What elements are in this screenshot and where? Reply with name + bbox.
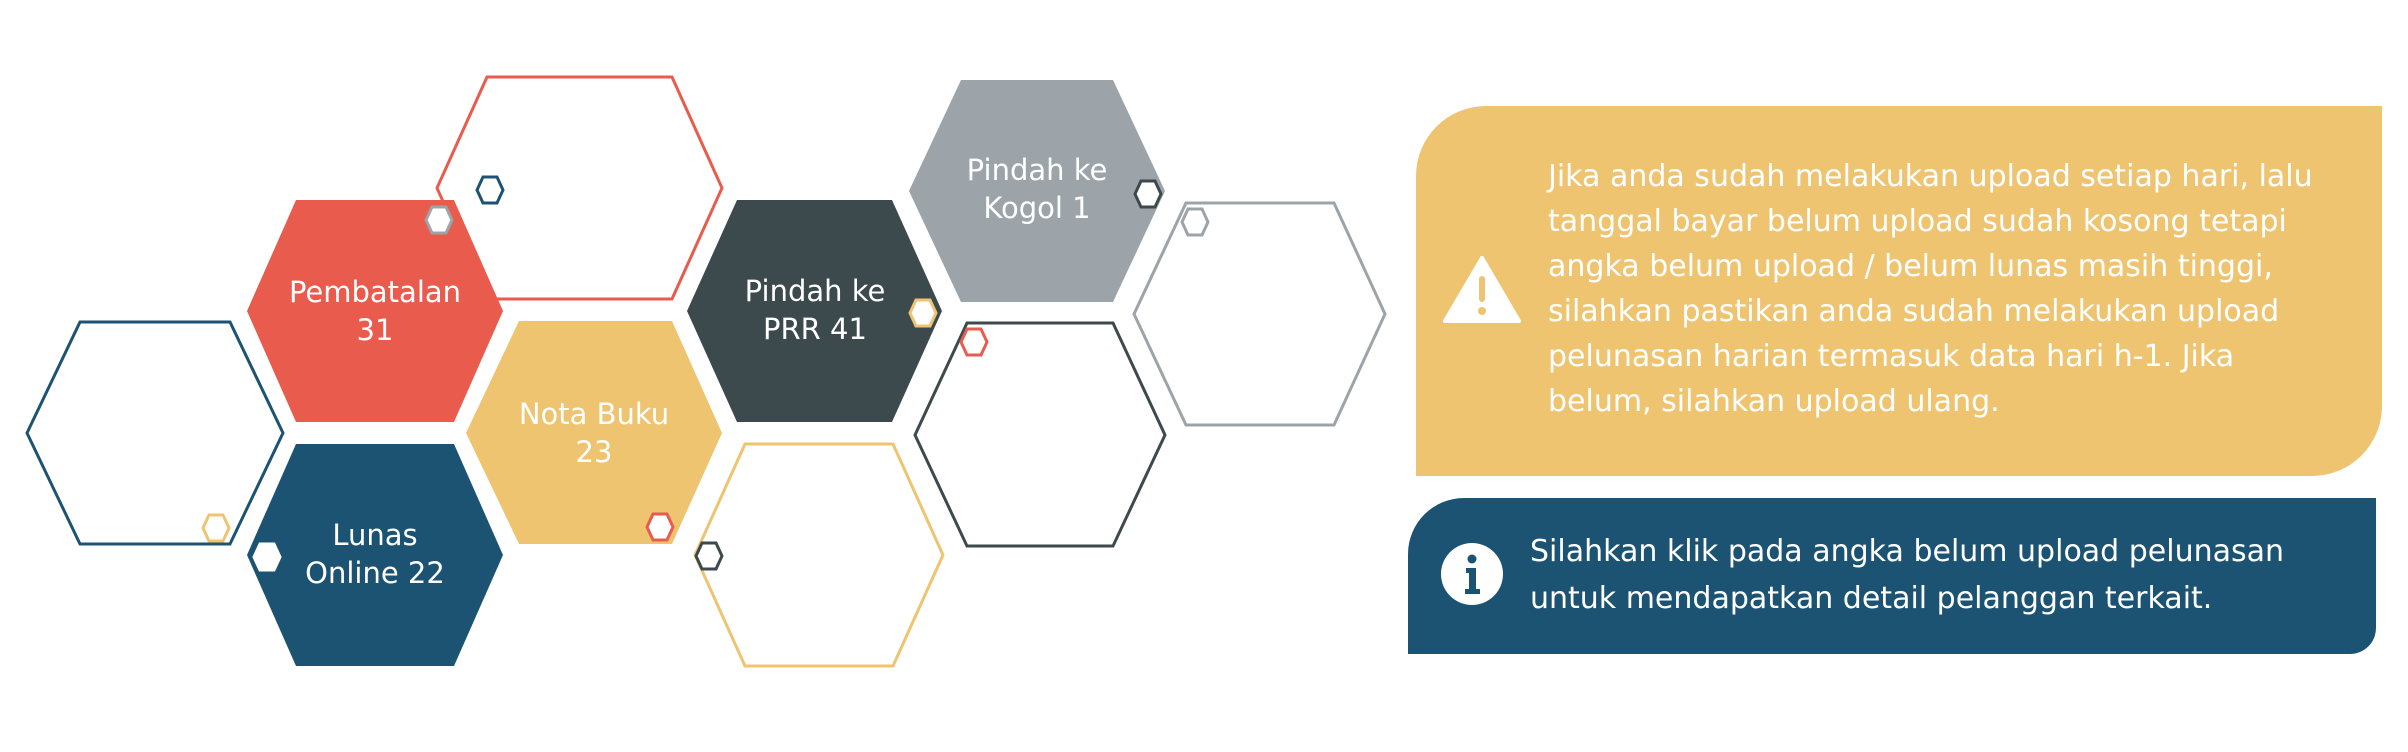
- warning-text: Jika anda sudah melakukan upload setiap …: [1548, 154, 2368, 424]
- label-pembatalan-line2[interactable]: 31: [356, 313, 394, 347]
- warning-line: pelunasan harian termasuk data hari h-1.…: [1548, 339, 2235, 374]
- small-hexagon: [1133, 179, 1163, 209]
- hexagon-map: [25, 75, 1387, 668]
- info-text: Silahkan klik pada angka belum upload pe…: [1530, 528, 2350, 622]
- label-pindah-kogol[interactable]: Pindah ke Kogol 1: [937, 151, 1137, 227]
- small-hexagon: [201, 513, 231, 543]
- info-line: untuk mendapatkan detail pelanggan terka…: [1530, 581, 2213, 616]
- outline-hexagon-bottom: [693, 442, 945, 668]
- label-lunas-online-line1: Lunas: [332, 518, 418, 552]
- label-lunas-online[interactable]: Lunas Online 22: [275, 516, 475, 592]
- label-lunas-online-line2[interactable]: Online 22: [305, 556, 445, 590]
- label-pembatalan-line1: Pembatalan: [288, 275, 462, 309]
- warning-line: tanggal bayar belum upload sudah kosong …: [1548, 204, 2287, 239]
- hex-pindah-prr[interactable]: [687, 200, 942, 422]
- outline-hexagon-left: [25, 320, 285, 546]
- small-hexagon: [475, 175, 505, 205]
- small-hexagon: [645, 512, 675, 542]
- info-line: Silahkan klik pada angka belum upload pe…: [1530, 534, 2285, 569]
- outline-hexagon-center-right: [913, 321, 1167, 548]
- warning-line: angka belum upload / belum lunas masih t…: [1548, 249, 2273, 284]
- hex-pembatalan[interactable]: [247, 200, 503, 422]
- label-nota-buku[interactable]: Nota Buku 23: [494, 395, 694, 471]
- info-icon: [1441, 543, 1503, 605]
- warning-triangle-icon: [1443, 256, 1521, 323]
- small-hexagon: [959, 327, 989, 357]
- label-pembatalan[interactable]: Pembatalan 31: [275, 273, 475, 349]
- outline-hexagon-top: [435, 75, 724, 301]
- label-pindah-kogol-line2[interactable]: Kogol 1: [983, 191, 1091, 225]
- small-hexagon: [252, 542, 282, 572]
- label-nota-buku-line2[interactable]: 23: [575, 435, 613, 469]
- small-hexagon: [694, 541, 724, 571]
- outline-hexagon-far-right: [1132, 201, 1387, 427]
- warning-line: Jika anda sudah melakukan upload setiap …: [1548, 159, 2313, 194]
- warning-line: silahkan pastikan anda sudah melakukan u…: [1548, 294, 2280, 329]
- label-pindah-kogol-line1: Pindah ke: [966, 153, 1108, 187]
- warning-callout: Jika anda sudah melakukan upload setiap …: [1416, 106, 2382, 476]
- label-pindah-prr[interactable]: Pindah ke PRR 41: [715, 272, 915, 348]
- small-hexagon: [1180, 207, 1210, 237]
- small-hexagon: [908, 298, 938, 328]
- hex-pindah-kogol[interactable]: [909, 80, 1165, 302]
- small-hexagon: [424, 205, 454, 235]
- label-pindah-prr-line1: Pindah ke: [744, 274, 886, 308]
- info-callout: Silahkan klik pada angka belum upload pe…: [1408, 498, 2376, 654]
- label-pindah-prr-line2[interactable]: PRR 41: [763, 312, 867, 346]
- warning-line: belum, silahkan upload ulang.: [1548, 384, 2000, 419]
- label-nota-buku-line1: Nota Buku: [518, 397, 670, 431]
- hex-nota-buku[interactable]: [466, 321, 722, 544]
- hex-lunas-online[interactable]: [247, 444, 503, 666]
